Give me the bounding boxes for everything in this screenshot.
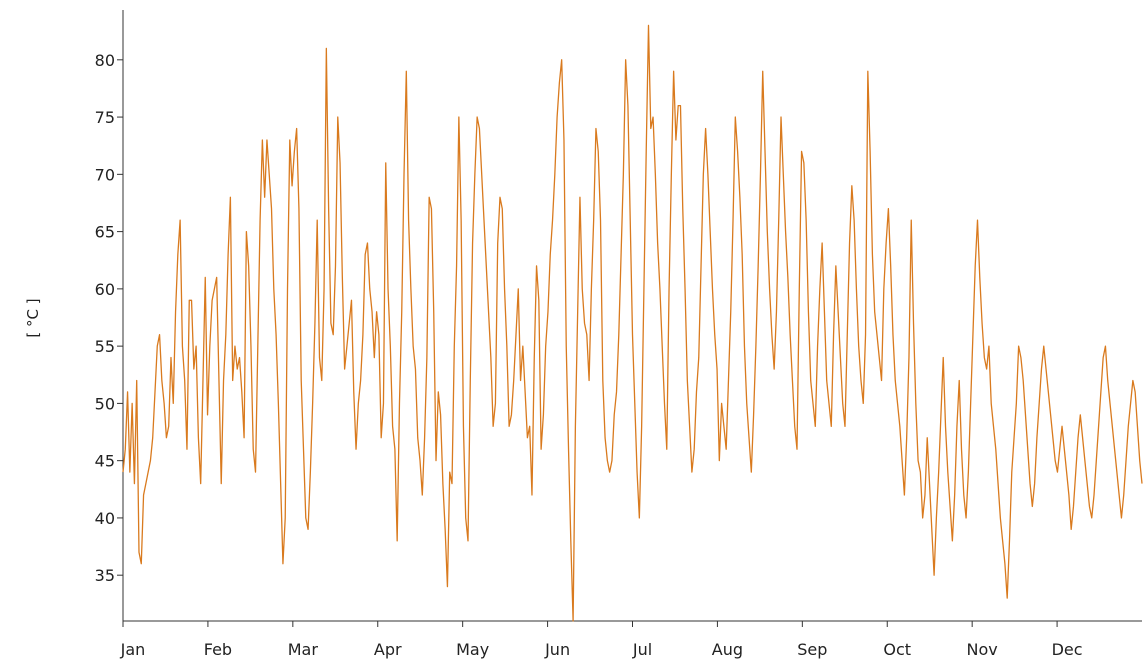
- y-tick-label: 60: [95, 280, 115, 299]
- x-tick-label-jul: Jul: [632, 640, 652, 659]
- x-tick-label-jun: Jun: [544, 640, 570, 659]
- x-tick-label-apr: Apr: [374, 640, 402, 659]
- y-tick-label: 40: [95, 509, 115, 528]
- y-tick-label: 80: [95, 51, 115, 70]
- x-tick-label-oct: Oct: [883, 640, 911, 659]
- y-axis: 35 40 45 50 55 60 65 70 75 80: [95, 51, 123, 585]
- y-tick-label: 45: [95, 452, 115, 471]
- y-tick-label: 70: [95, 165, 115, 184]
- x-tick-label-feb: Feb: [204, 640, 232, 659]
- x-axis: Jan Feb Mar Apr May Jun Jul Aug Sep Oct Nov Dec: [120, 621, 1083, 659]
- y-tick-label: 75: [95, 108, 115, 127]
- x-tick-label-nov: Nov: [967, 640, 998, 659]
- x-tick-label-sep: Sep: [797, 640, 827, 659]
- series-line-temperature: [122, 24, 1143, 622]
- x-tick-label-jan: Jan: [120, 640, 146, 659]
- y-tick-label: 50: [95, 394, 115, 413]
- y-tick-label: 35: [95, 566, 115, 585]
- y-axis-title: [ °C ]: [24, 298, 42, 337]
- x-tick-label-aug: Aug: [712, 640, 743, 659]
- x-tick-label-may: May: [456, 640, 489, 659]
- x-tick-label-dec: Dec: [1052, 640, 1083, 659]
- x-tick-label-mar: Mar: [288, 640, 319, 659]
- y-tick-label: 65: [95, 223, 115, 242]
- y-tick-label: 55: [95, 337, 115, 356]
